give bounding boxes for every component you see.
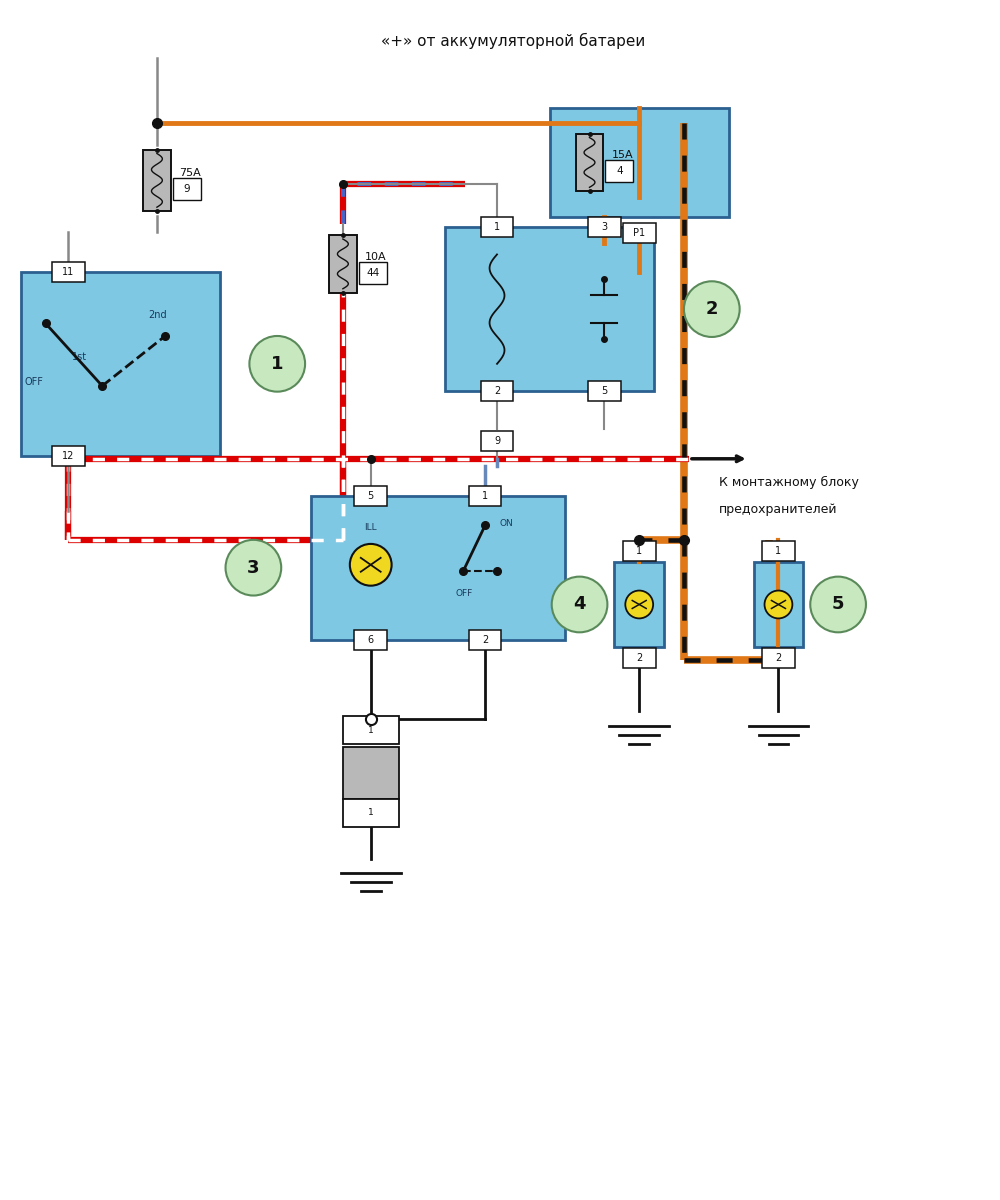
Bar: [762, 648, 795, 667]
Text: 4: 4: [573, 595, 586, 613]
Bar: [754, 563, 803, 647]
Bar: [469, 486, 501, 505]
Text: 75A: 75A: [179, 168, 201, 179]
Circle shape: [684, 281, 740, 337]
Circle shape: [625, 590, 653, 618]
Bar: [481, 431, 513, 451]
Bar: [481, 217, 513, 238]
Bar: [469, 630, 501, 649]
Text: 2nd: 2nd: [148, 310, 167, 320]
Bar: [623, 541, 656, 562]
Bar: [343, 716, 399, 744]
Bar: [143, 150, 171, 211]
Bar: [614, 563, 664, 647]
Text: 5: 5: [832, 595, 844, 613]
Text: 12: 12: [62, 451, 75, 461]
Text: P1: P1: [633, 228, 645, 238]
Bar: [481, 382, 513, 401]
Text: 1: 1: [636, 546, 642, 557]
Text: 3: 3: [601, 222, 607, 232]
Text: 10A: 10A: [365, 252, 386, 262]
Bar: [445, 227, 654, 391]
Text: 9: 9: [494, 436, 500, 446]
Text: 44: 44: [366, 268, 379, 278]
Circle shape: [350, 544, 392, 586]
Text: 1: 1: [271, 355, 283, 373]
Text: 1: 1: [368, 726, 374, 734]
Text: 9: 9: [183, 185, 190, 194]
Text: 1: 1: [775, 546, 782, 557]
Text: 1: 1: [482, 491, 488, 500]
Bar: [329, 235, 357, 293]
Bar: [173, 179, 201, 200]
Bar: [588, 217, 621, 238]
Bar: [354, 486, 387, 505]
Text: 2: 2: [494, 386, 500, 396]
Text: 2: 2: [706, 300, 718, 318]
Text: 3: 3: [247, 559, 260, 577]
Bar: [359, 262, 387, 283]
Text: OFF: OFF: [455, 588, 473, 598]
Bar: [588, 382, 621, 401]
Text: 1: 1: [368, 809, 374, 817]
Text: OFF: OFF: [25, 377, 44, 388]
Text: ON: ON: [499, 518, 513, 528]
Text: предохранителей: предохранителей: [719, 503, 837, 516]
Bar: [21, 272, 220, 456]
Circle shape: [249, 336, 305, 391]
Circle shape: [810, 577, 866, 632]
Text: ILL: ILL: [364, 523, 377, 532]
Bar: [550, 108, 729, 217]
Text: 2: 2: [636, 653, 642, 662]
Circle shape: [226, 540, 281, 595]
Bar: [343, 748, 399, 799]
Text: «+» от аккумуляторной батареи: «+» от аккумуляторной батареи: [381, 34, 645, 49]
Bar: [311, 496, 565, 640]
Bar: [605, 161, 633, 182]
Text: 5: 5: [368, 491, 374, 500]
Circle shape: [552, 577, 607, 632]
Text: 1st: 1st: [72, 352, 88, 362]
Circle shape: [765, 590, 792, 618]
Bar: [343, 799, 399, 827]
Text: 11: 11: [62, 266, 75, 277]
Text: 4: 4: [616, 167, 623, 176]
Bar: [623, 648, 656, 667]
Text: 2: 2: [482, 635, 488, 644]
Bar: [576, 133, 603, 191]
Text: К монтажному блоку: К монтажному блоку: [719, 475, 859, 488]
Bar: [52, 262, 85, 282]
Text: 5: 5: [601, 386, 608, 396]
Text: 1: 1: [494, 222, 500, 232]
Bar: [623, 223, 656, 242]
Text: 15A: 15A: [611, 150, 633, 161]
Bar: [52, 446, 85, 466]
Text: 2: 2: [775, 653, 782, 662]
Text: 6: 6: [368, 635, 374, 644]
Bar: [762, 541, 795, 562]
Bar: [354, 630, 387, 649]
